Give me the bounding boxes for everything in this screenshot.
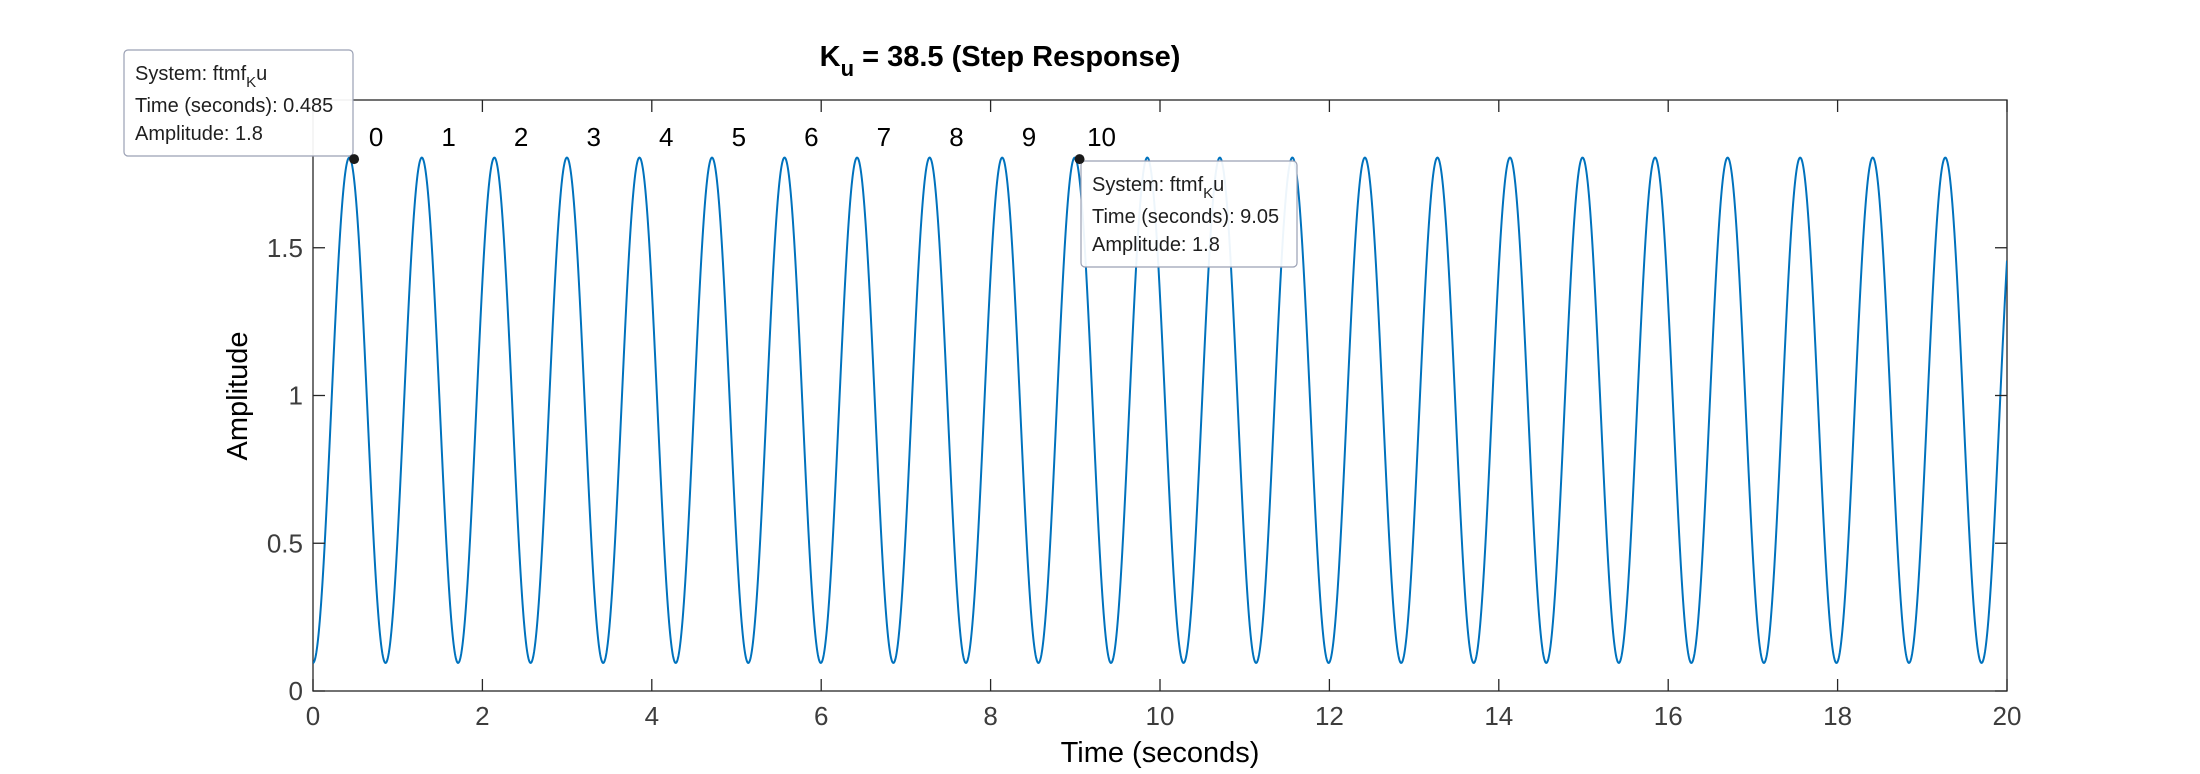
datatip-system: System: ftmfKu <box>1092 174 1224 202</box>
peak-label: 7 <box>877 122 891 152</box>
y-tick-label: 1.5 <box>267 233 303 263</box>
x-axis-ticks: 0 2 4 6 8 10 12 14 16 18 20 <box>306 100 2022 731</box>
peak-label: 2 <box>514 122 528 152</box>
datatip-marker[interactable] <box>349 154 360 165</box>
x-tick-label: 16 <box>1654 701 1683 731</box>
y-tick-label: 1 <box>289 381 303 411</box>
x-tick-label: 4 <box>645 701 659 731</box>
datatip-box <box>123 49 354 157</box>
peak-label: 1 <box>441 122 455 152</box>
datatip-box <box>1080 160 1298 268</box>
peak-label: 8 <box>949 122 963 152</box>
x-tick-label: 18 <box>1823 701 1852 731</box>
x-tick-label: 8 <box>983 701 997 731</box>
datatip-amplitude: Amplitude: 1.8 <box>1092 234 1220 256</box>
y-axis-ticks: 0 0.5 1 1.5 <box>267 233 2007 706</box>
peak-label: 3 <box>586 122 600 152</box>
chart-title-subscript: u <box>841 56 854 81</box>
x-tick-label: 12 <box>1315 701 1344 731</box>
peak-label: 10 <box>1087 122 1116 152</box>
datatip-time: Time (seconds): 0.485 <box>135 95 333 117</box>
x-tick-label: 20 <box>1993 701 2022 731</box>
datatip[interactable]: System: ftmfKu Time (seconds): 0.485 Ampli… <box>123 49 360 165</box>
y-axis-label: Amplitude <box>222 332 254 461</box>
y-tick-label: 0.5 <box>267 528 303 558</box>
series-line-step-response <box>313 156 2007 665</box>
peak-label: 4 <box>659 122 673 152</box>
x-tick-label: 14 <box>1484 701 1513 731</box>
datatip-amplitude: Amplitude: 1.8 <box>135 123 263 145</box>
peak-labels: 0 1 2 3 4 5 6 7 8 9 10 <box>369 122 1116 152</box>
y-tick-label: 0 <box>289 676 303 706</box>
chart-title-main: K <box>820 41 841 73</box>
peak-label: 6 <box>804 122 818 152</box>
datatip-system: System: ftmfKu <box>135 63 267 91</box>
datatips: System: ftmfKu Time (seconds): 0.485 Ampli… <box>123 49 1298 268</box>
x-tick-label: 10 <box>1146 701 1175 731</box>
peak-label: 9 <box>1022 122 1036 152</box>
x-tick-label: 0 <box>306 701 320 731</box>
x-tick-label: 2 <box>475 701 489 731</box>
peak-label: 0 <box>369 122 383 152</box>
chart-title-rest: = 38.5 (Step Response) <box>854 41 1180 73</box>
datatip-time: Time (seconds): 9.05 <box>1092 206 1279 228</box>
datatip[interactable]: System: ftmfKu Time (seconds): 9.05 Amplit… <box>1074 154 1298 268</box>
peak-label: 5 <box>732 122 746 152</box>
x-axis-label: Time (seconds) <box>1061 737 1260 769</box>
chart-title: Ku = 38.5 (Step Response) <box>820 41 1181 81</box>
x-tick-label: 6 <box>814 701 828 731</box>
datatip-marker[interactable] <box>1074 154 1085 165</box>
